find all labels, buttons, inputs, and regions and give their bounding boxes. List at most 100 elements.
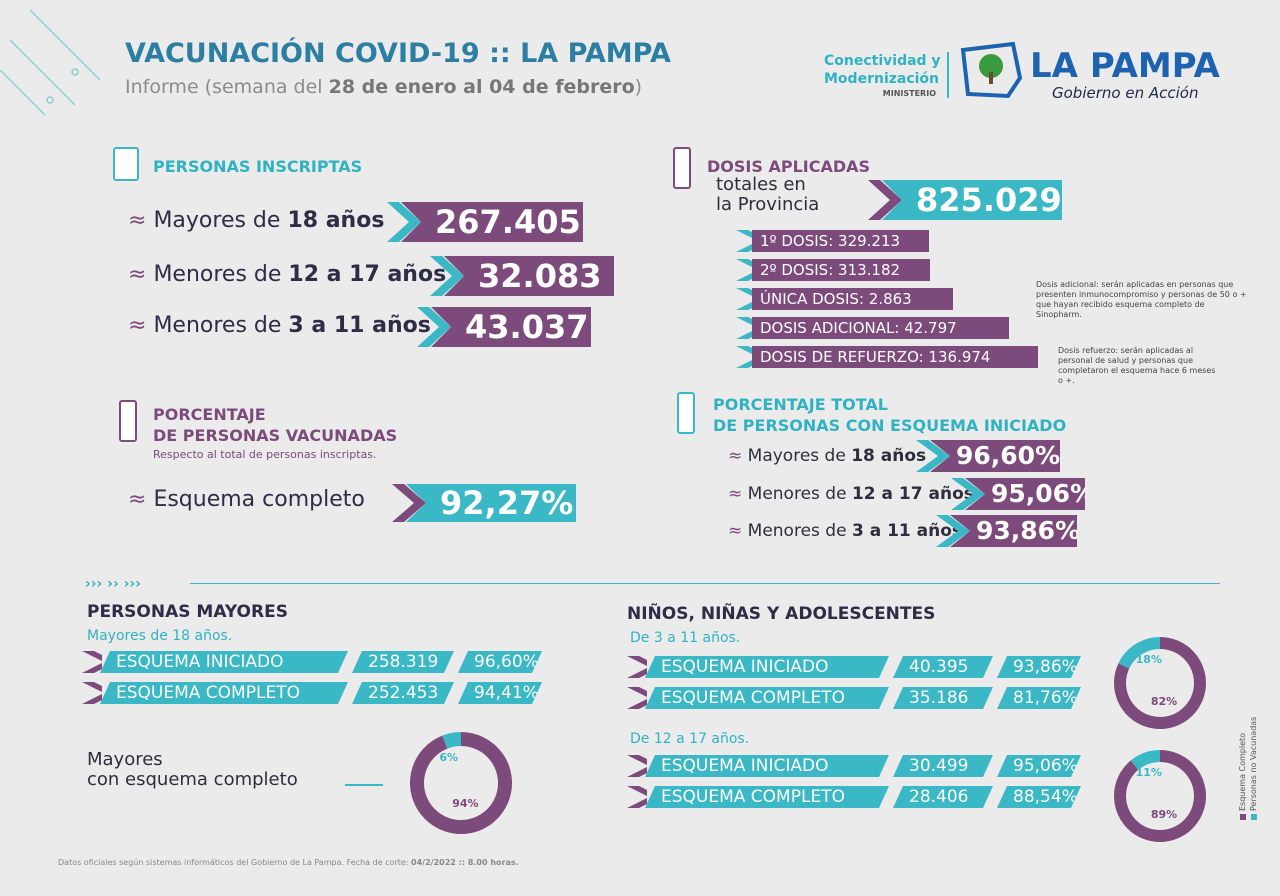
row-label: ≈ Menores de 3 a 11 años [128,313,431,338]
icon [119,400,137,442]
section-title: PORCENTAJE DE PERSONAS VACUNADAS [153,404,397,446]
legend: Esquema Completo Personas no Vacunadas [1238,717,1278,830]
decoration [0,9,101,116]
row-chevron [82,682,102,704]
table-cell: ESQUEMA INICIADO [100,651,348,673]
subtitle-text: ) [634,76,643,98]
marker: ≈ [728,521,748,541]
icon [113,147,139,181]
ministry-line: MINISTERIO [882,89,936,98]
label-bold: 18 años [851,446,927,466]
label-text: Menores de [153,313,289,338]
table-cell: ESQUEMA COMPLETO [645,687,889,709]
table-cell: 30.499 [893,755,993,777]
footer: Datos oficiales según sistemas informáti… [58,858,519,867]
note: Respecto al total de personas inscriptas… [153,448,377,461]
dosis-subtitle: totales en la Provincia [716,175,819,215]
label-bold: 3 a 11 años [851,521,963,541]
value-box: 93,86% [950,515,1077,547]
label-bold: 3 a 11 años [288,313,431,338]
ministry-line: Modernización [824,71,940,87]
tagline: Gobierno en Acción [1052,84,1199,102]
section-title: NIÑOS, NIÑAS Y ADOLESCENTES [627,604,936,624]
label-text: Esquema completo [153,487,365,512]
dose-box: DOSIS DE REFUERZO: 136.974 [752,346,1038,368]
label-line: Mayores [87,749,163,770]
title-line: DE PERSONAS CON ESQUEMA INICIADO [713,416,1067,435]
table-cell: 94,41% [458,682,542,704]
donut-label: 11% [1136,766,1162,779]
table-cell: ESQUEMA INICIADO [645,755,889,777]
marker: ≈ [128,208,154,233]
donut-label: 94% [452,797,478,810]
subtitle-line: totales en [716,174,806,195]
label-bold: 18 años [287,208,385,233]
row-label: ≈ Menores de 12 a 17 años [728,484,974,504]
legend-text: Esquema Completo [1238,732,1247,811]
dose-chevron [736,346,752,368]
table-cell: 81,76% [997,687,1081,709]
section-title: PORCENTAJE TOTAL DE PERSONAS CON ESQUEMA… [713,394,1066,436]
note: Dosis refuerzo: serán aplicadas al perso… [1058,346,1216,385]
value-box: 43.037 [431,307,591,347]
donut-label: 82% [1151,695,1177,708]
section-title: DOSIS APLICADAS [707,157,871,176]
value-box: 92,27% [406,484,576,522]
table-cell: 93,86% [997,656,1081,678]
table-cell: 28.406 [893,786,993,808]
label-text: Menores de [747,484,852,504]
table-cell: 40.395 [893,656,993,678]
value-box: 95,06% [965,478,1085,510]
dose-chevron [736,259,752,281]
table-cell: ESQUEMA INICIADO [645,656,889,678]
donut-segment [410,732,512,834]
label-text: Menores de [747,521,852,541]
table-cell: ESQUEMA COMPLETO [100,682,348,704]
divider [947,52,949,98]
logo-map [960,41,1023,99]
connector [345,784,383,786]
ministry-line: Conectividad y [824,53,941,69]
table-cell: 35.186 [893,687,993,709]
donut-segment [1114,637,1206,729]
value-box: 32.083 [444,256,614,296]
section-title: PERSONAS INSCRIPTAS [153,157,363,176]
section-title: PERSONAS MAYORES [87,602,288,622]
legend-swatch [1250,814,1257,820]
marker: ≈ [728,484,748,504]
row-chevron [627,755,647,777]
donut-segment [1118,637,1161,669]
group-subtitle: De 3 a 11 años. [630,630,741,646]
subtitle-line: la Provincia [716,194,820,215]
label-text: Mayores de [153,208,288,233]
marker: ≈ [128,313,154,338]
dose-chevron [736,288,752,310]
row-chevron [627,786,647,808]
group-subtitle: De 12 a 17 años. [630,731,750,747]
donut-label: 6% [439,751,458,764]
table-cell: 95,06% [997,755,1081,777]
donut-segment [1130,750,1161,770]
ministry: Conectividad y Modernización MINISTERIO [824,52,941,100]
row-chevron [627,656,647,678]
note: Dosis adicional: serán aplicadas en pers… [1036,280,1247,319]
donut-segment [442,732,462,749]
dose-box: 1º DOSIS: 329.213 [752,230,929,252]
row-chevron [627,687,647,709]
legend-swatch [1239,814,1246,820]
subtitle-dates: 28 de enero al 04 de febrero [328,76,635,98]
legend-entry: Personas no Vacunadas [1249,717,1258,820]
donut-label: 89% [1151,808,1177,821]
dose-chevron [736,317,752,339]
footer-date: 04/2/2022 :: 8.00 horas. [411,858,519,867]
table-cell: ESQUEMA COMPLETO [645,786,889,808]
value-box: 96,60% [930,440,1060,472]
legend-entry: Esquema Completo [1238,733,1247,820]
table-cell: 252.453 [352,682,454,704]
donut-label: 18% [1136,653,1162,666]
row-label: ≈ Mayores de 18 años [128,208,384,233]
row-label: ≈ Menores de 3 a 11 años [728,521,962,541]
label-bold: 12 a 17 años [851,484,974,504]
label-bold: 12 a 17 años [288,262,447,287]
donut-segment [1114,750,1206,842]
